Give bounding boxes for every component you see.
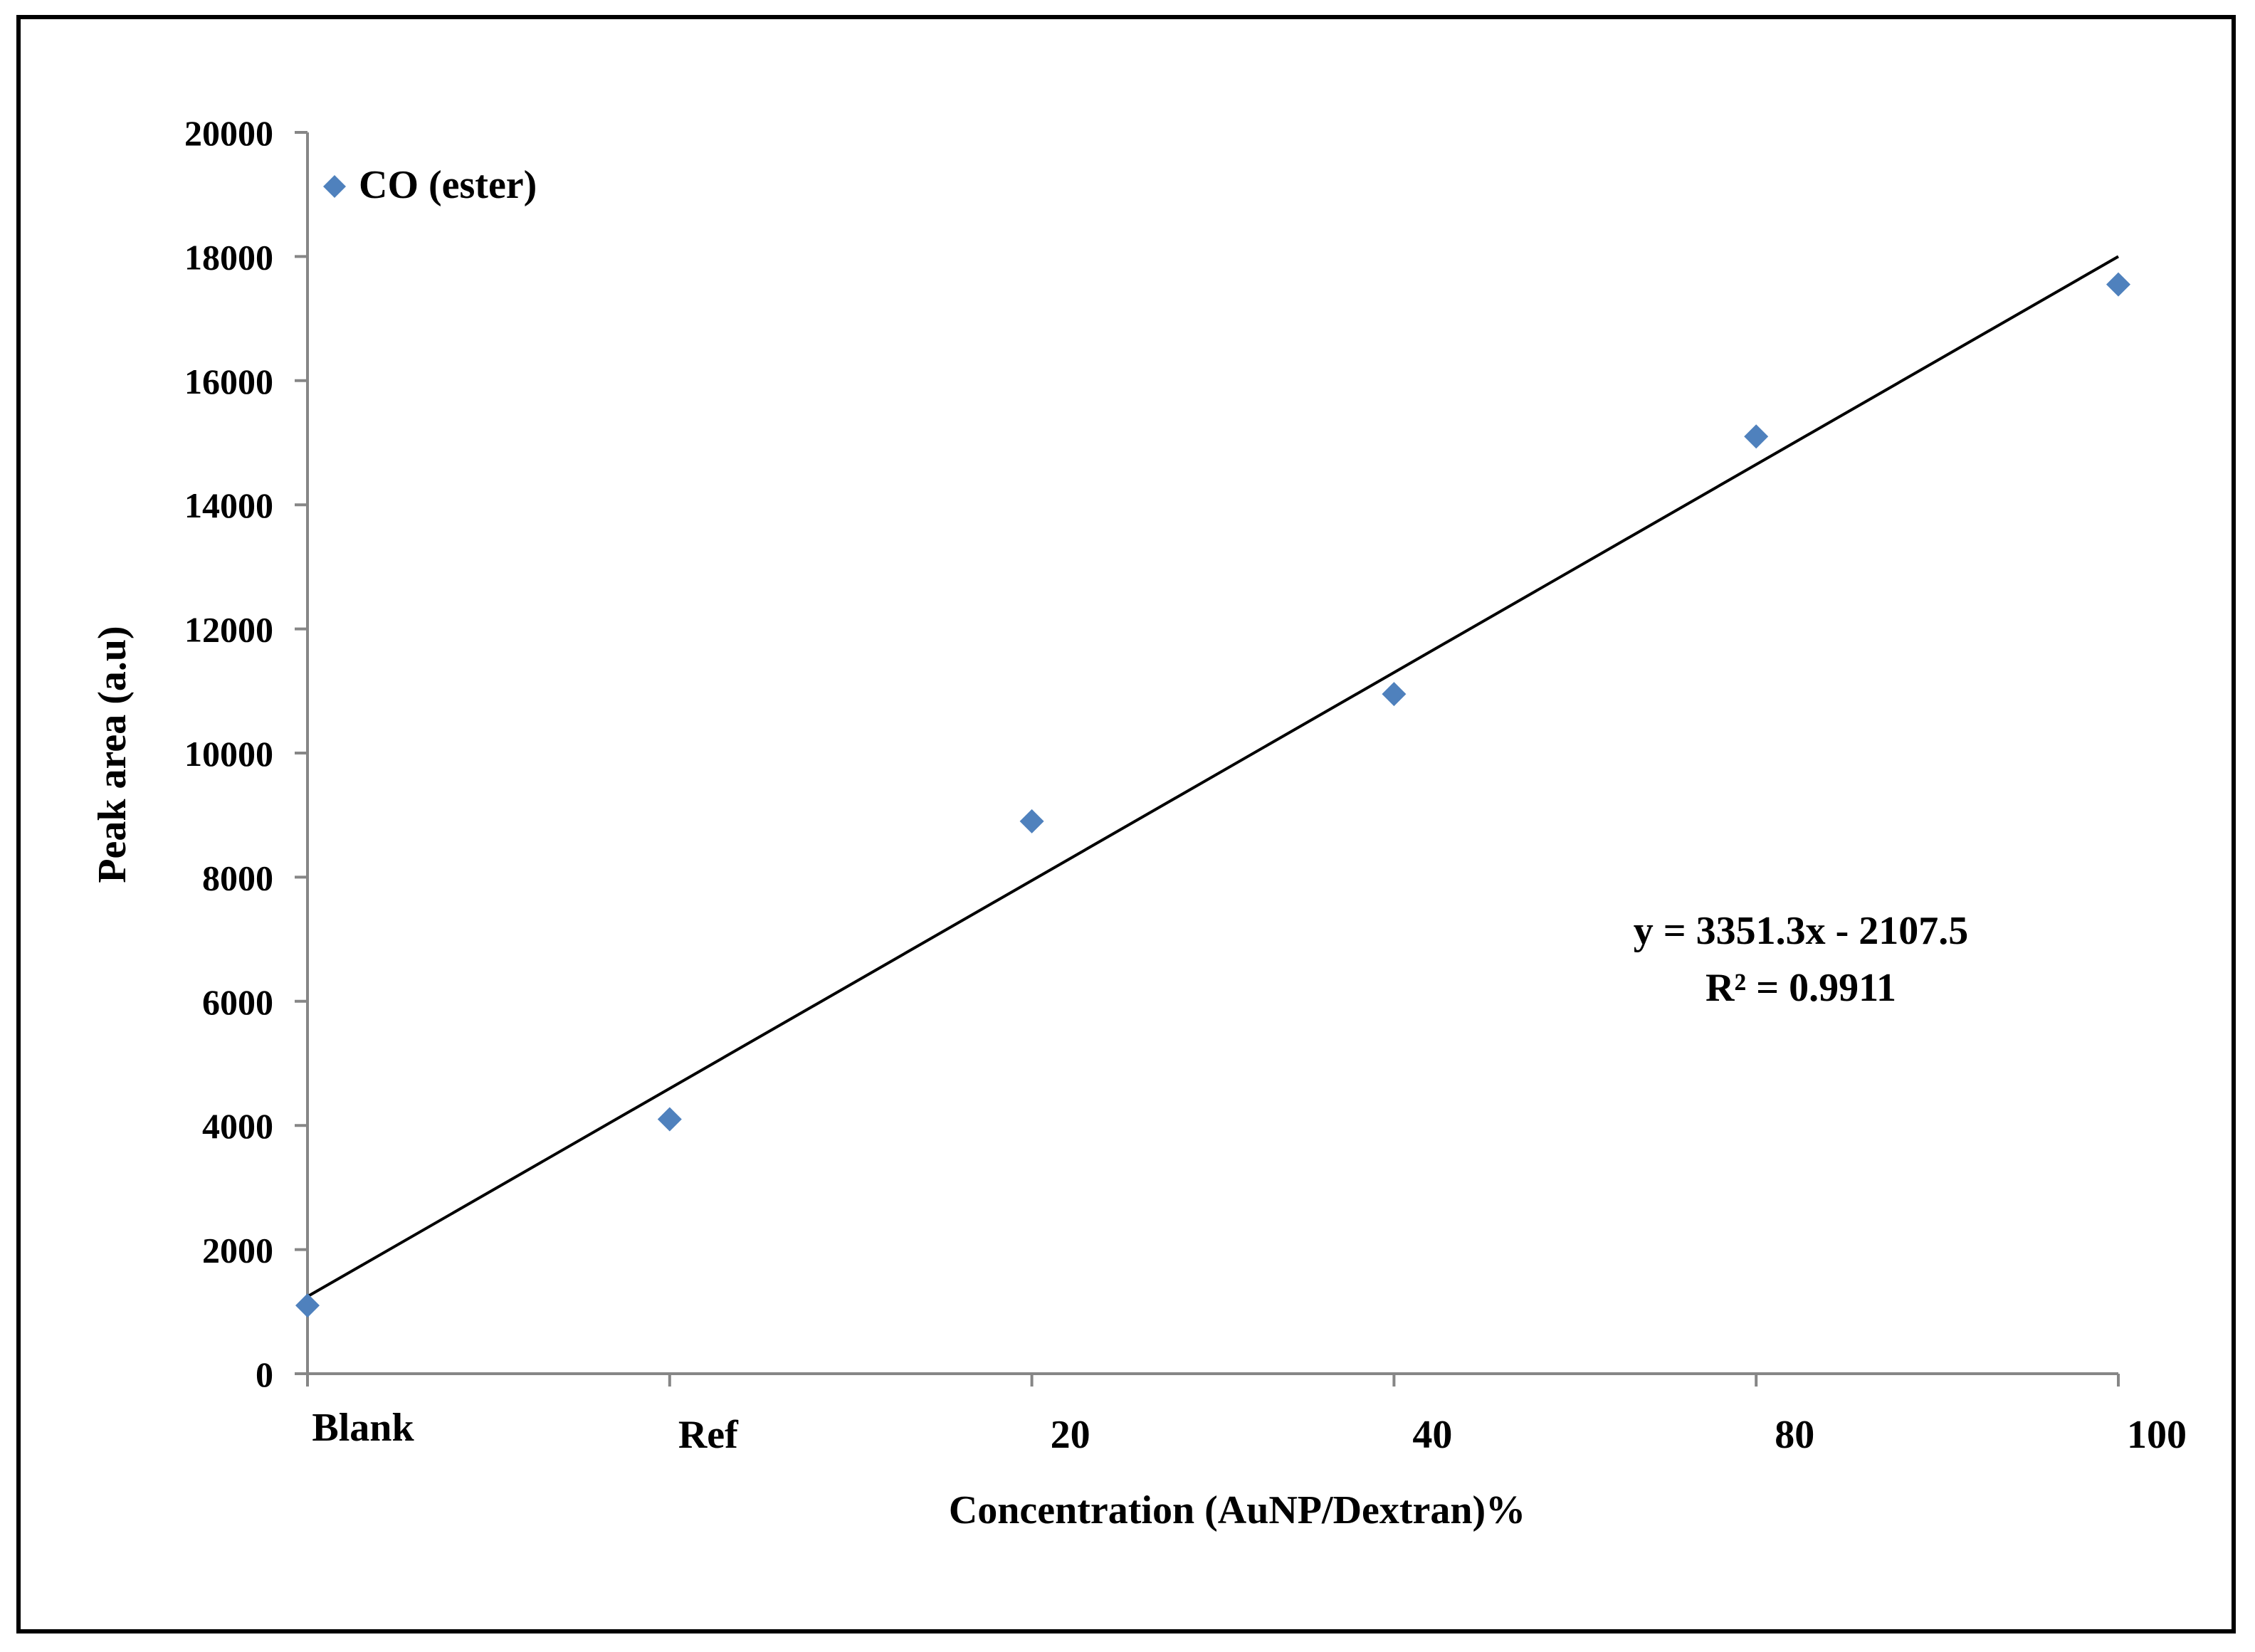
y-tick-label: 12000 [184,610,273,650]
figure-border [16,15,2236,1633]
data-point [1744,424,1769,449]
y-tick-label: 18000 [184,237,273,277]
data-point [657,1107,682,1132]
x-tick-label: 20 [1051,1413,1090,1457]
trendline-layer [307,255,2119,1298]
data-point [295,1293,320,1318]
data-points-layer [295,272,2130,1318]
x-tick-labels: Blank Ref 20 40 80 100 [312,1406,2187,1457]
y-tick-label: 0 [256,1354,273,1394]
data-point [2106,272,2130,297]
y-tick-label: 8000 [202,858,273,898]
y-tick-label: 2000 [202,1231,273,1270]
y-tick-label: 14000 [184,485,273,525]
trendline-r-squared: R² = 0.9911 [1705,966,1896,1010]
x-tick-label: Blank [312,1406,414,1450]
y-tick-label: 6000 [202,982,273,1022]
axes [295,131,2120,1387]
x-tick-label: Ref [678,1413,739,1457]
y-tick-label: 20000 [184,113,273,153]
y-tick-labels: 0 2000 4000 6000 8000 10000 12000 14000 16000 180… [184,113,273,1394]
x-axis-title: Concentration (AuNP/Dextran)% [949,1488,1525,1532]
y-tick-label: 16000 [184,362,273,401]
legend: CO (ester) [323,163,537,207]
x-tick-label: 100 [2127,1413,2187,1457]
legend-marker-diamond-icon [323,175,346,198]
data-point [1382,682,1407,707]
x-tick-label: 80 [1775,1413,1814,1457]
trendline-equation: y = 3351.3x - 2107.5 [1634,909,1969,953]
trendline [307,255,2119,1298]
y-tick-label: 10000 [184,734,273,774]
x-tick-label: 40 [1412,1413,1452,1457]
y-tick-label: 4000 [202,1106,273,1146]
legend-label: CO (ester) [359,163,537,207]
y-axis-title: Peak area (a.u) [90,626,135,883]
data-point [1019,809,1044,833]
